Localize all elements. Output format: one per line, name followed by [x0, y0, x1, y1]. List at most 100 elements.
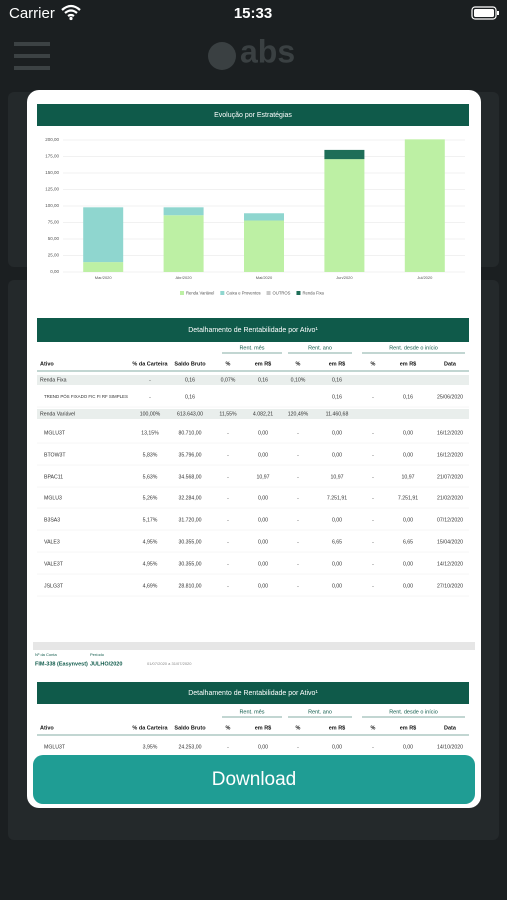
cell: 15/04/2020 [437, 539, 463, 545]
cell: 5,26% [143, 495, 158, 501]
cell: - [297, 452, 299, 458]
cell: BTOW3T [44, 452, 66, 458]
x-tick-label: Jul/2020 [417, 275, 433, 280]
cell: 0,00 [332, 452, 342, 458]
cell: 14/12/2020 [437, 561, 463, 567]
cell: 0,16 [403, 394, 413, 400]
cell: 31.720,00 [178, 517, 201, 523]
column-header: em R$ [255, 361, 272, 367]
column-header: % da Carteira [132, 725, 168, 731]
column-header: Ativo [40, 725, 54, 731]
download-label[interactable]: Download [212, 769, 297, 790]
cell: - [372, 744, 374, 750]
cell: - [372, 394, 374, 400]
cell: 35.796,00 [178, 452, 201, 458]
y-tick-label: 0,00 [50, 269, 59, 274]
cell: 3,95% [143, 744, 158, 750]
cell: - [297, 495, 299, 501]
legend-label: Renda Fixa [302, 291, 324, 296]
y-tick-label: 75,00 [48, 220, 60, 225]
cell: 16/12/2020 [437, 430, 463, 436]
battery-tip [497, 11, 499, 15]
cell: 21/07/2020 [437, 474, 463, 480]
legend-swatch [220, 291, 225, 295]
section-cell: 120,49% [288, 411, 309, 417]
column-header: em R$ [400, 725, 417, 731]
group-header: Rent. desde o início [389, 709, 438, 715]
group-header: Rent. ano [308, 709, 332, 715]
battery [471, 6, 497, 20]
section-cell: 11.460,68 [326, 411, 349, 417]
column-header: % [296, 361, 301, 367]
cell: 16/12/2020 [437, 452, 463, 458]
section-cell: 0,07% [221, 377, 236, 383]
cell: 0,00 [403, 517, 413, 523]
x-tick-label: Abr/2020 [175, 275, 192, 280]
cell: - [227, 430, 229, 436]
x-tick-label: Mar/2020 [95, 275, 113, 280]
cell: 30.355,00 [178, 561, 201, 567]
legend-label: OUTROS [273, 291, 291, 296]
cell: - [227, 517, 229, 523]
cell: 0,00 [258, 430, 268, 436]
column-header: % [226, 361, 231, 367]
section-cell: 0,16 [185, 377, 195, 383]
page-break [33, 642, 475, 650]
cell: - [372, 539, 374, 545]
cell: 24.253,00 [178, 744, 201, 750]
period-label: Período [90, 652, 105, 657]
section-cell: Renda Variável [40, 411, 75, 417]
cell: - [372, 517, 374, 523]
y-tick-label: 175,00 [45, 154, 59, 159]
y-tick-label: 150,00 [45, 170, 59, 175]
cell: 7.251,91 [327, 495, 347, 501]
legend-swatch [296, 291, 301, 295]
logo-icon [208, 42, 236, 70]
cell: - [227, 744, 229, 750]
section-cell: 4.082,21 [253, 411, 273, 417]
table-title: Detalhamento de Rentabilidade por Ativo¹ [188, 690, 318, 697]
column-header: Saldo Bruto [174, 361, 206, 367]
bar-segment [324, 159, 365, 272]
cell: 10,97 [402, 474, 415, 480]
cell: B3SA3 [44, 517, 60, 523]
hamburger [14, 42, 50, 70]
cell: 6,65 [403, 539, 413, 545]
cell: - [372, 452, 374, 458]
cell: - [149, 394, 151, 400]
cell: 7.251,91 [398, 495, 418, 501]
bar-segment [163, 215, 204, 272]
cell: 0,00 [258, 517, 268, 523]
section-cell: 0,16 [258, 377, 268, 383]
bar-segment [83, 262, 124, 272]
y-tick-label: 25,00 [48, 253, 60, 258]
download-button[interactable] [33, 755, 475, 804]
table-header [37, 318, 469, 342]
y-tick-label: 50,00 [48, 236, 60, 241]
cell: 0,00 [332, 517, 342, 523]
cell: 0,16 [185, 394, 195, 400]
section-cell: 613.643,00 [177, 411, 203, 417]
section-row [37, 409, 469, 419]
account: FIM-338 (Easynvest) [35, 661, 88, 667]
cell: - [372, 495, 374, 501]
bar-segment [244, 213, 284, 221]
wifi-dot [69, 16, 73, 21]
cell: 0,00 [332, 430, 342, 436]
cell: 0,00 [332, 583, 342, 589]
cell: TREND PÓS FIXADO FIC FI RF SIMPLES [44, 394, 128, 399]
cell: 0,00 [258, 452, 268, 458]
x-tick-label: Jun/2020 [336, 275, 353, 280]
cell: 0,00 [403, 452, 413, 458]
bar-segment [324, 149, 365, 160]
cell: 4,69% [143, 583, 158, 589]
section-row [37, 375, 469, 385]
cell: - [372, 561, 374, 567]
cell: 32.284,00 [178, 495, 201, 501]
report-content: 0,00 25,00 50,00 75,00 100,00 125,00 150,00 175… [37, 137, 469, 758]
cell: 0,00 [258, 744, 268, 750]
logo: abs [240, 33, 295, 69]
cell: 34.568,00 [178, 474, 201, 480]
cell: 13,15% [141, 430, 159, 436]
